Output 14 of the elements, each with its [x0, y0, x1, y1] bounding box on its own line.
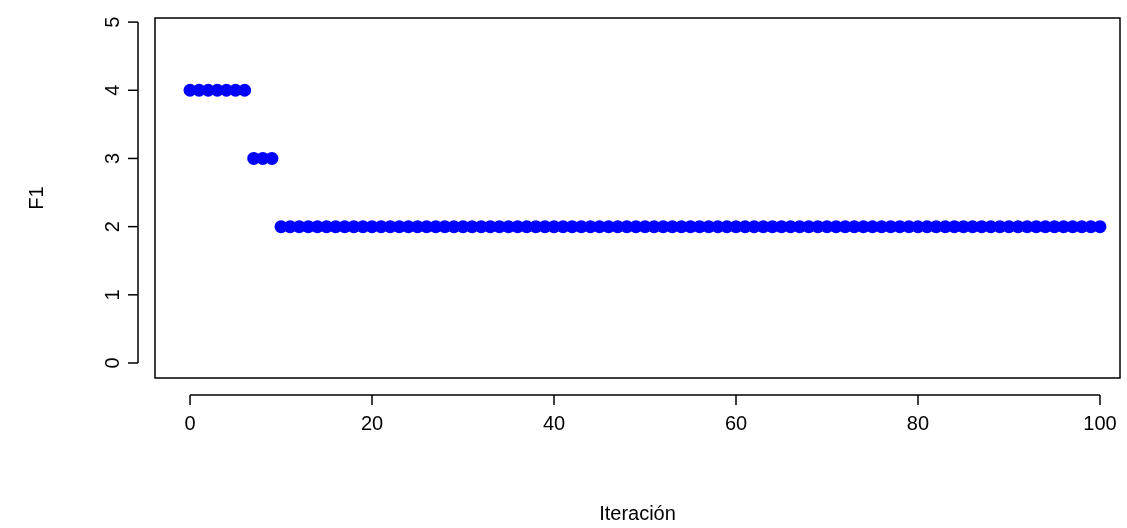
y-tick-label: 5	[101, 16, 123, 28]
y-tick-label: 0	[101, 357, 123, 369]
y-tick-label: 4	[101, 84, 123, 96]
x-tick-label: 20	[360, 412, 384, 434]
y-tick-label: 3	[101, 152, 123, 165]
x-tick-label: 80	[906, 412, 930, 434]
x-tick-label: 100	[1083, 412, 1117, 434]
x-tick-label: 60	[724, 412, 748, 434]
y-axis-title: F1	[25, 186, 47, 210]
x-tick-label: 0	[184, 412, 196, 434]
x-axis-title: Iteración	[599, 502, 676, 524]
y-tick-label: 1	[101, 289, 123, 301]
x-tick-label: 40	[542, 412, 566, 434]
y-tick-label: 2	[101, 221, 123, 233]
